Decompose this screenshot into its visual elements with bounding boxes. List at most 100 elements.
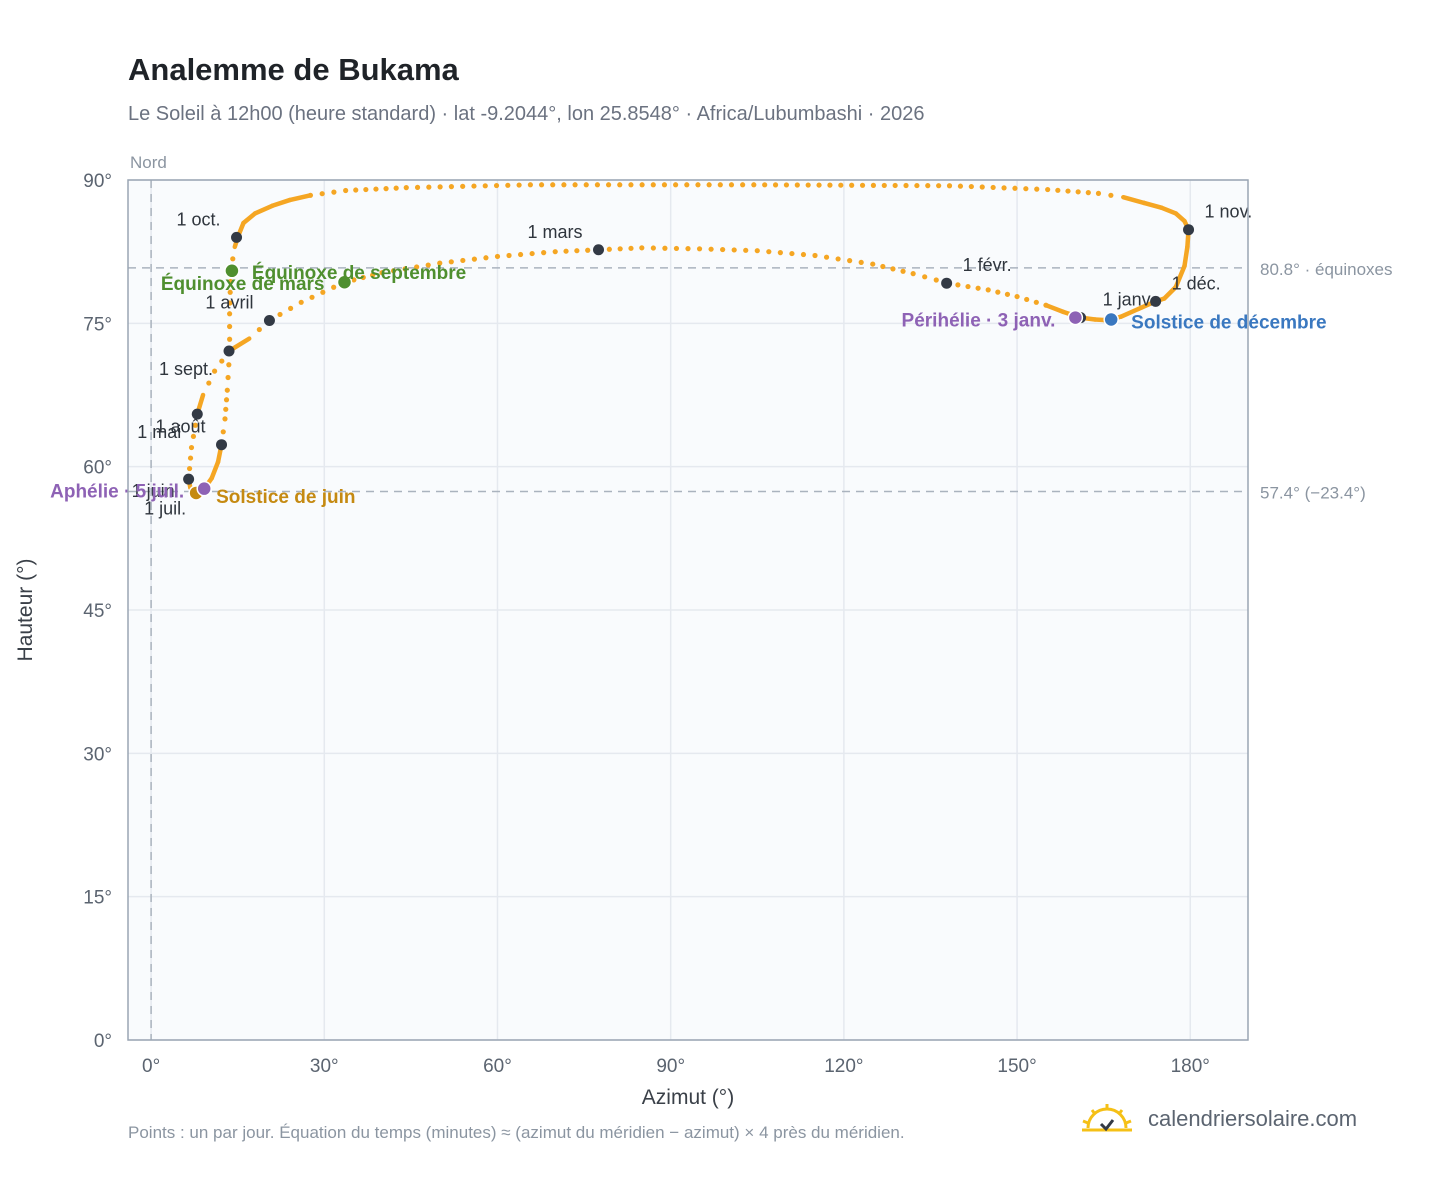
day-point — [309, 294, 315, 300]
day-point — [890, 266, 896, 272]
month-marker-label: 1 sept. — [159, 359, 213, 379]
day-point — [661, 182, 668, 188]
day-point — [460, 257, 466, 264]
event-marker — [196, 480, 212, 497]
day-point — [343, 187, 349, 194]
month-marker-label: 1 mars — [527, 222, 582, 242]
day-point — [1014, 293, 1020, 300]
day-point — [838, 182, 844, 188]
day-point — [720, 246, 726, 253]
axis-ticks: 0° 30° 60° 90° 120° 150° 180° 0° 15° 30° 45° 60° 75°… — [83, 171, 1210, 1077]
day-point — [936, 183, 942, 189]
day-point — [1043, 302, 1049, 308]
month-marker — [1150, 295, 1162, 307]
page-title: Analemme de Bukama — [128, 52, 459, 87]
day-point — [847, 258, 853, 264]
day-point — [505, 182, 511, 188]
day-point — [425, 262, 431, 268]
y-tick-label: 90° — [83, 171, 112, 192]
day-point — [288, 305, 294, 311]
day-point — [910, 271, 916, 277]
day-point — [706, 182, 712, 188]
day-point — [527, 182, 533, 188]
day-point — [743, 247, 749, 253]
month-marker-label: 1 août — [155, 417, 205, 437]
day-point — [990, 184, 996, 191]
page-subtitle: Le Soleil à 12h00 (heure standard) · lat… — [128, 103, 925, 125]
day-point — [379, 270, 385, 276]
day-point — [414, 184, 421, 190]
day-point — [529, 250, 535, 257]
event-marker — [1067, 309, 1084, 326]
day-point — [985, 287, 991, 293]
day-point — [219, 358, 225, 364]
month-marker — [223, 345, 235, 357]
day-point — [550, 182, 556, 188]
y-tick-label: 15° — [83, 888, 112, 909]
month-marker-label: 1 mai — [137, 422, 181, 442]
x-tick-label: 0° — [142, 1056, 160, 1077]
day-point — [957, 183, 964, 189]
day-point — [483, 255, 489, 261]
month-marker — [1183, 224, 1195, 236]
day-point — [812, 252, 818, 259]
x-tick-label: 30° — [310, 1056, 339, 1077]
day-point — [754, 248, 760, 254]
day-point — [206, 380, 212, 386]
day-point — [319, 191, 325, 197]
day-point — [728, 182, 735, 188]
event-label: Périhélie · 3 janv. — [902, 311, 1056, 332]
day-point — [858, 259, 864, 265]
day-point — [307, 192, 314, 198]
day-point — [800, 251, 807, 258]
month-marker — [216, 439, 228, 451]
day-point — [414, 264, 420, 270]
day-point — [708, 246, 714, 252]
day-point — [188, 444, 195, 451]
curve-segment — [1182, 244, 1190, 269]
brand[interactable]: calendriersolaire.com — [1080, 1102, 1357, 1136]
day-point — [783, 182, 790, 188]
day-point — [448, 184, 455, 190]
curve-segment — [1118, 306, 1141, 319]
day-point — [494, 253, 501, 260]
day-point — [673, 182, 679, 188]
curve-segment — [1159, 205, 1179, 216]
day-point — [538, 182, 545, 188]
grid — [128, 179, 1248, 1041]
day-point — [789, 250, 795, 257]
day-point — [628, 245, 634, 251]
curve-segment — [1141, 200, 1164, 210]
day-point — [766, 249, 772, 255]
day-point — [437, 184, 443, 190]
day-point — [383, 186, 389, 192]
day-point — [1085, 190, 1091, 196]
day-point — [192, 422, 198, 428]
day-point — [506, 252, 512, 259]
day-point — [955, 282, 961, 288]
plot-frame — [127, 179, 1249, 1041]
month-marker-label: 1 janv. — [1103, 290, 1155, 310]
day-point — [351, 277, 357, 283]
day-point — [227, 289, 233, 295]
day-point — [914, 182, 920, 189]
day-point — [220, 429, 226, 435]
brand-name[interactable]: calendriersolaire.com — [1148, 1106, 1358, 1131]
analemma-curve — [186, 182, 1191, 496]
day-point — [777, 250, 783, 256]
x-axis-label: Azimut (°) — [642, 1086, 734, 1109]
day-point — [426, 184, 432, 190]
north-label: Nord — [130, 153, 167, 172]
day-point — [805, 182, 811, 188]
day-point — [662, 245, 668, 251]
day-point — [772, 182, 779, 188]
day-point — [190, 433, 197, 440]
month-marker — [941, 277, 953, 289]
x-tick-label: 120° — [824, 1056, 863, 1077]
day-point — [900, 268, 906, 274]
day-point — [460, 183, 466, 189]
day-point — [835, 256, 841, 262]
day-point — [1023, 186, 1029, 192]
curve-segment — [270, 197, 292, 209]
